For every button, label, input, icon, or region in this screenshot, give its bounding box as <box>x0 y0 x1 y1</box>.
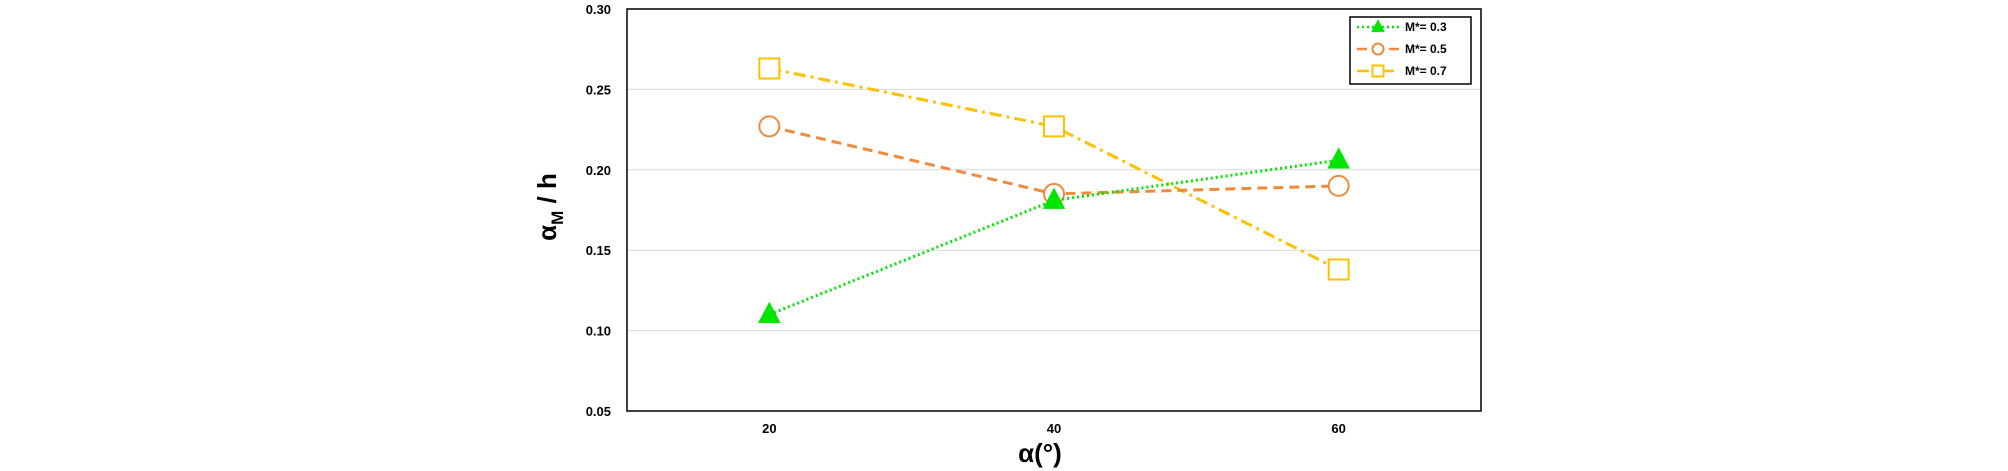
data-point <box>758 301 781 323</box>
y-tick-label: 0.20 <box>586 163 611 178</box>
data-point <box>1327 147 1350 169</box>
x-tick-label: 60 <box>1331 421 1345 436</box>
x-axis-ticks: 20 40 60 <box>762 421 1346 436</box>
y-axis-title-main: α <box>532 225 562 241</box>
legend: M*= 0.3 M*= 0.5 M*= 0.7 <box>1349 16 1472 85</box>
data-point <box>1327 258 1350 281</box>
legend-marker <box>1371 42 1385 56</box>
y-tick-label: 0.10 <box>586 324 611 339</box>
series-1 <box>758 147 1350 323</box>
legend-label: M*= 0.5 <box>1405 42 1447 56</box>
series-3 <box>758 57 1350 281</box>
series-group <box>758 57 1350 323</box>
gridlines <box>627 88 1481 332</box>
data-point <box>1042 187 1066 209</box>
plot-area-frame <box>626 8 1482 412</box>
y-axis-title-suffix: / h <box>532 173 562 211</box>
legend-label: M*= 0.3 <box>1405 20 1447 34</box>
y-tick-label: 0.05 <box>586 404 611 419</box>
x-tick-label: 20 <box>762 421 776 436</box>
x-tick-label: 40 <box>1047 421 1061 436</box>
legend-marker <box>1371 64 1385 78</box>
x-axis-title: α(°) <box>1018 438 1062 468</box>
legend-box <box>1349 16 1472 85</box>
data-point <box>1327 174 1350 197</box>
legend-marker <box>1371 19 1385 33</box>
y-tick-label: 0.25 <box>586 82 611 97</box>
data-point <box>1043 115 1065 138</box>
legend-label: M*= 0.7 <box>1405 64 1447 78</box>
data-point <box>758 115 781 138</box>
y-axis-title: αM / h <box>532 173 567 241</box>
y-tick-label: 0.30 <box>586 2 611 17</box>
y-tick-label: 0.15 <box>586 243 611 258</box>
y-axis-title-subscript: M <box>548 211 567 225</box>
series-line <box>769 67 1340 271</box>
y-axis-ticks: 0.05 0.10 0.15 0.20 0.25 0.30 <box>586 2 611 419</box>
data-point <box>758 57 781 80</box>
